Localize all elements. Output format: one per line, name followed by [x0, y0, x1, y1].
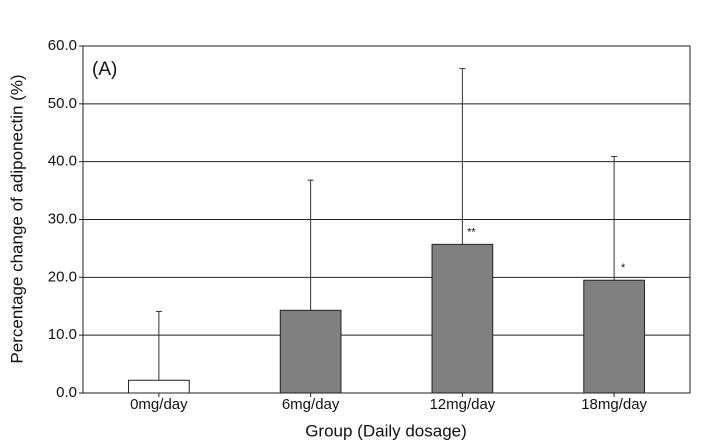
- y-axis-title: Percentage change of adiponectin (%): [7, 74, 26, 363]
- y-tick-label: 60.0: [48, 37, 77, 54]
- x-tick-label: 12mg/day: [429, 396, 495, 413]
- significance-marker: **: [467, 226, 476, 238]
- panel-label: (A): [92, 59, 117, 80]
- bar: [128, 379, 190, 394]
- plot-frame: [82, 45, 691, 394]
- y-tick-label: 30.0: [48, 210, 77, 227]
- x-axis-title: Group (Daily dosage): [305, 421, 467, 440]
- y-tick-label: 20.0: [48, 268, 77, 285]
- bar: [279, 309, 342, 394]
- significance-marker: *: [621, 262, 626, 274]
- y-tick-label: 0.0: [56, 384, 77, 401]
- y-tick-label: 40.0: [48, 153, 77, 170]
- y-tick-label: 50.0: [48, 95, 77, 112]
- x-tick-label: 18mg/day: [581, 396, 647, 413]
- x-tick-label: 0mg/day: [130, 396, 188, 413]
- y-tick-label: 10.0: [48, 326, 77, 343]
- bar: [431, 243, 494, 394]
- bar: [583, 279, 645, 394]
- x-tick-label: 6mg/day: [282, 396, 340, 413]
